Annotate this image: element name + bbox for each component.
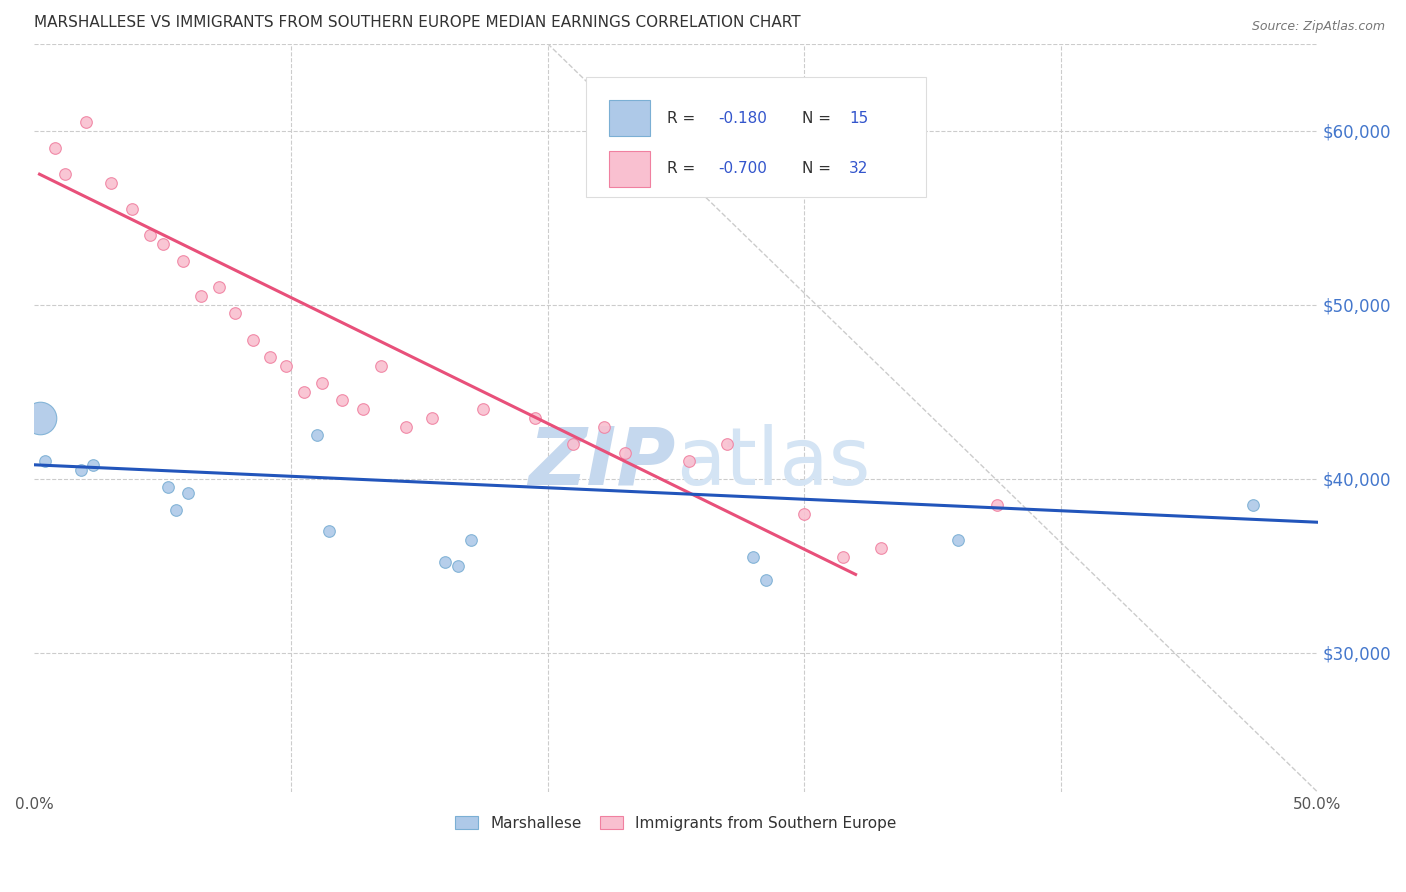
Point [460,533,482,547]
Point [121,202,143,216]
Point [305,428,328,442]
FancyBboxPatch shape [609,151,651,186]
Point [523,410,546,425]
Point [224,306,246,320]
Point [172,254,194,268]
Point [100,176,122,190]
Point [311,376,333,390]
Point [318,524,340,538]
Point [870,541,893,556]
Text: Source: ZipAtlas.com: Source: ZipAtlas.com [1251,20,1385,33]
Point [433,555,456,569]
Point [562,437,585,451]
Point [395,419,418,434]
Point [152,236,174,251]
Point [69,463,91,477]
Point [447,558,470,573]
Point [948,533,970,547]
Point [678,454,700,468]
Text: 32: 32 [849,161,869,176]
Point [593,419,616,434]
Point [793,507,815,521]
FancyBboxPatch shape [609,100,651,136]
FancyBboxPatch shape [586,78,927,197]
Text: N =: N = [801,111,835,126]
Point [1241,498,1264,512]
Point [53,167,76,181]
Point [190,289,212,303]
Point [420,410,443,425]
Legend: Marshallese, Immigrants from Southern Europe: Marshallese, Immigrants from Southern Eu… [449,809,903,837]
Point [44,141,66,155]
Point [831,549,853,564]
Point [292,384,315,399]
Point [330,393,353,408]
Text: -0.180: -0.180 [718,111,768,126]
Point [274,359,297,373]
Point [156,480,179,494]
Point [177,485,200,500]
Point [242,333,264,347]
Point [139,228,162,243]
Point [755,573,778,587]
Point [613,445,636,459]
Point [208,280,231,294]
Point [986,498,1008,512]
Text: MARSHALLESE VS IMMIGRANTS FROM SOUTHERN EUROPE MEDIAN EARNINGS CORRELATION CHART: MARSHALLESE VS IMMIGRANTS FROM SOUTHERN … [34,15,801,30]
Point [82,458,104,472]
Text: 15: 15 [849,111,869,126]
Text: atlas: atlas [676,424,870,501]
Point [34,454,56,468]
Point [370,359,392,373]
Point [28,410,51,425]
Text: ZIP: ZIP [529,424,676,501]
Point [259,350,281,364]
Point [716,437,738,451]
Point [472,402,495,417]
Point [742,549,765,564]
Text: R =: R = [666,111,700,126]
Text: N =: N = [801,161,835,176]
Text: -0.700: -0.700 [718,161,768,176]
Point [165,503,187,517]
Text: R =: R = [666,161,700,176]
Point [75,115,97,129]
Point [352,402,374,417]
